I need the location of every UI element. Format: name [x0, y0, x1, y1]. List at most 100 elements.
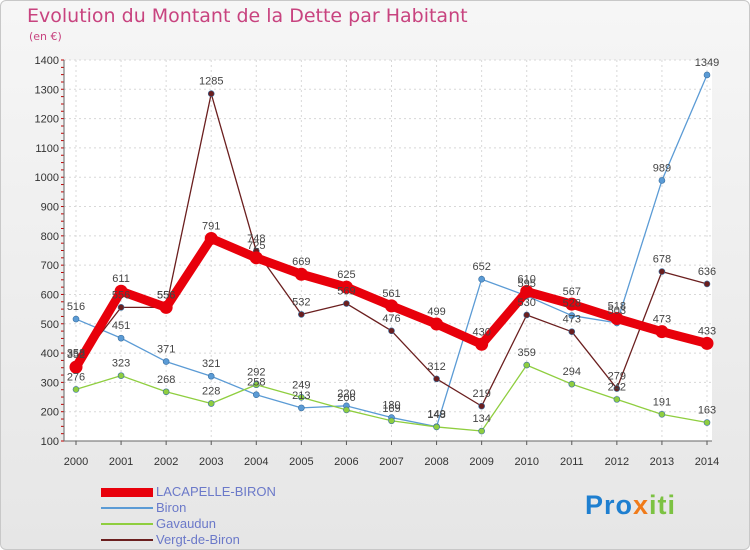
data-point: [475, 337, 489, 351]
y-tick-label: 1000: [35, 172, 59, 184]
x-tick-label: 2010: [514, 456, 538, 468]
legend-item: LACAPELLE-BIRON: [101, 484, 401, 500]
legend: LACAPELLE-BIRON Biron Gavaudun Vergt-de-Bir…: [101, 484, 401, 548]
x-tick-label: 2000: [64, 456, 88, 468]
y-tick-label: 600: [41, 289, 59, 301]
series-gavaudun: [72, 361, 711, 435]
data-point: [388, 417, 395, 425]
logo-part-pro: Pro: [585, 490, 634, 520]
data-point: [298, 394, 305, 401]
data-label: 169: [382, 403, 400, 415]
legend-label: Gavaudun: [156, 516, 216, 531]
data-point: [703, 419, 711, 426]
data-point: [613, 385, 621, 392]
data-point: [568, 312, 576, 319]
data-label: 473: [563, 314, 581, 326]
data-label: 358: [67, 347, 85, 359]
data-label: 516: [67, 301, 85, 313]
data-point: [114, 284, 128, 298]
data-label: 213: [292, 390, 310, 402]
data-label: 652: [472, 261, 490, 273]
data-label: 323: [112, 358, 130, 370]
data-label: 567: [563, 286, 581, 298]
data-point: [294, 267, 308, 281]
data-label: 611: [112, 273, 130, 285]
data-label: 359: [518, 347, 536, 359]
x-tick-label: 2012: [605, 456, 629, 468]
x-tick-label: 2001: [109, 456, 133, 468]
data-label: 595: [518, 278, 536, 290]
data-point: [478, 402, 485, 410]
legend-item: Biron: [101, 500, 401, 516]
legend-label: LACAPELLE-BIRON: [156, 484, 276, 499]
x-tick-label: 2014: [695, 456, 719, 468]
legend-item: Gavaudun: [101, 516, 401, 532]
data-label: 610: [518, 274, 536, 286]
data-point: [433, 375, 440, 383]
data-label: 473: [653, 314, 671, 326]
data-point: [520, 285, 534, 299]
data-point: [523, 311, 531, 319]
legend-label: Biron: [156, 500, 187, 515]
data-point: [162, 358, 170, 365]
data-label: 748: [247, 233, 265, 245]
data-point: [388, 327, 395, 335]
y-tick-label: 400: [41, 348, 59, 360]
data-label: 220: [337, 388, 355, 400]
legend-swatch: [101, 487, 153, 497]
data-point: [565, 297, 579, 311]
legend-swatch: [101, 539, 153, 541]
data-point: [655, 325, 669, 339]
data-label: 268: [157, 374, 175, 386]
data-label: 312: [427, 361, 445, 373]
data-point: [658, 268, 666, 275]
data-point: [117, 372, 125, 379]
data-label: 678: [653, 254, 671, 266]
y-tick-label: 1200: [35, 114, 59, 126]
x-tick-label: 2009: [469, 456, 493, 468]
y-tick-label: 500: [41, 319, 59, 331]
data-label: 430: [472, 326, 490, 338]
data-point: [568, 380, 576, 388]
data-label: 518: [608, 300, 626, 312]
data-point: [343, 300, 350, 307]
y-tick-label: 300: [41, 377, 59, 389]
proxiti-logo: Proxiti: [585, 490, 676, 521]
data-label: 636: [698, 266, 716, 278]
data-label: 561: [382, 288, 400, 300]
data-label: 134: [472, 413, 490, 425]
x-tick-label: 2011: [560, 456, 584, 468]
data-label: 352: [67, 349, 85, 361]
data-point: [117, 304, 125, 311]
chart-title: Evolution du Montant de la Dette par Hab…: [27, 5, 468, 27]
y-tick-label: 1400: [35, 55, 59, 67]
data-label: 503: [608, 305, 626, 317]
data-point: [700, 336, 714, 350]
data-point: [613, 396, 621, 403]
data-point: [703, 71, 711, 79]
logo-part-x: x: [633, 490, 650, 520]
data-point: [72, 315, 80, 323]
series-lacapelle-biron: [69, 231, 714, 374]
data-label: 476: [382, 313, 400, 325]
data-label: 279: [608, 371, 626, 383]
y-tick-label: 900: [41, 202, 59, 214]
y-tick-label: 1300: [35, 84, 59, 96]
y-tick-label: 1100: [35, 143, 59, 155]
x-tick-label: 2013: [650, 456, 674, 468]
x-tick-label: 2006: [334, 456, 358, 468]
data-point: [162, 388, 170, 396]
data-point: [658, 177, 666, 184]
y-tick-label: 100: [41, 436, 59, 448]
data-label: 258: [247, 377, 265, 389]
data-point: [252, 391, 260, 398]
data-point: [298, 311, 305, 318]
data-point: [207, 400, 215, 407]
data-point: [478, 427, 485, 435]
data-point: [478, 275, 485, 283]
data-label: 148: [427, 409, 445, 421]
data-label: 556: [157, 289, 175, 301]
data-point: [69, 360, 83, 374]
data-label: 206: [337, 392, 355, 404]
